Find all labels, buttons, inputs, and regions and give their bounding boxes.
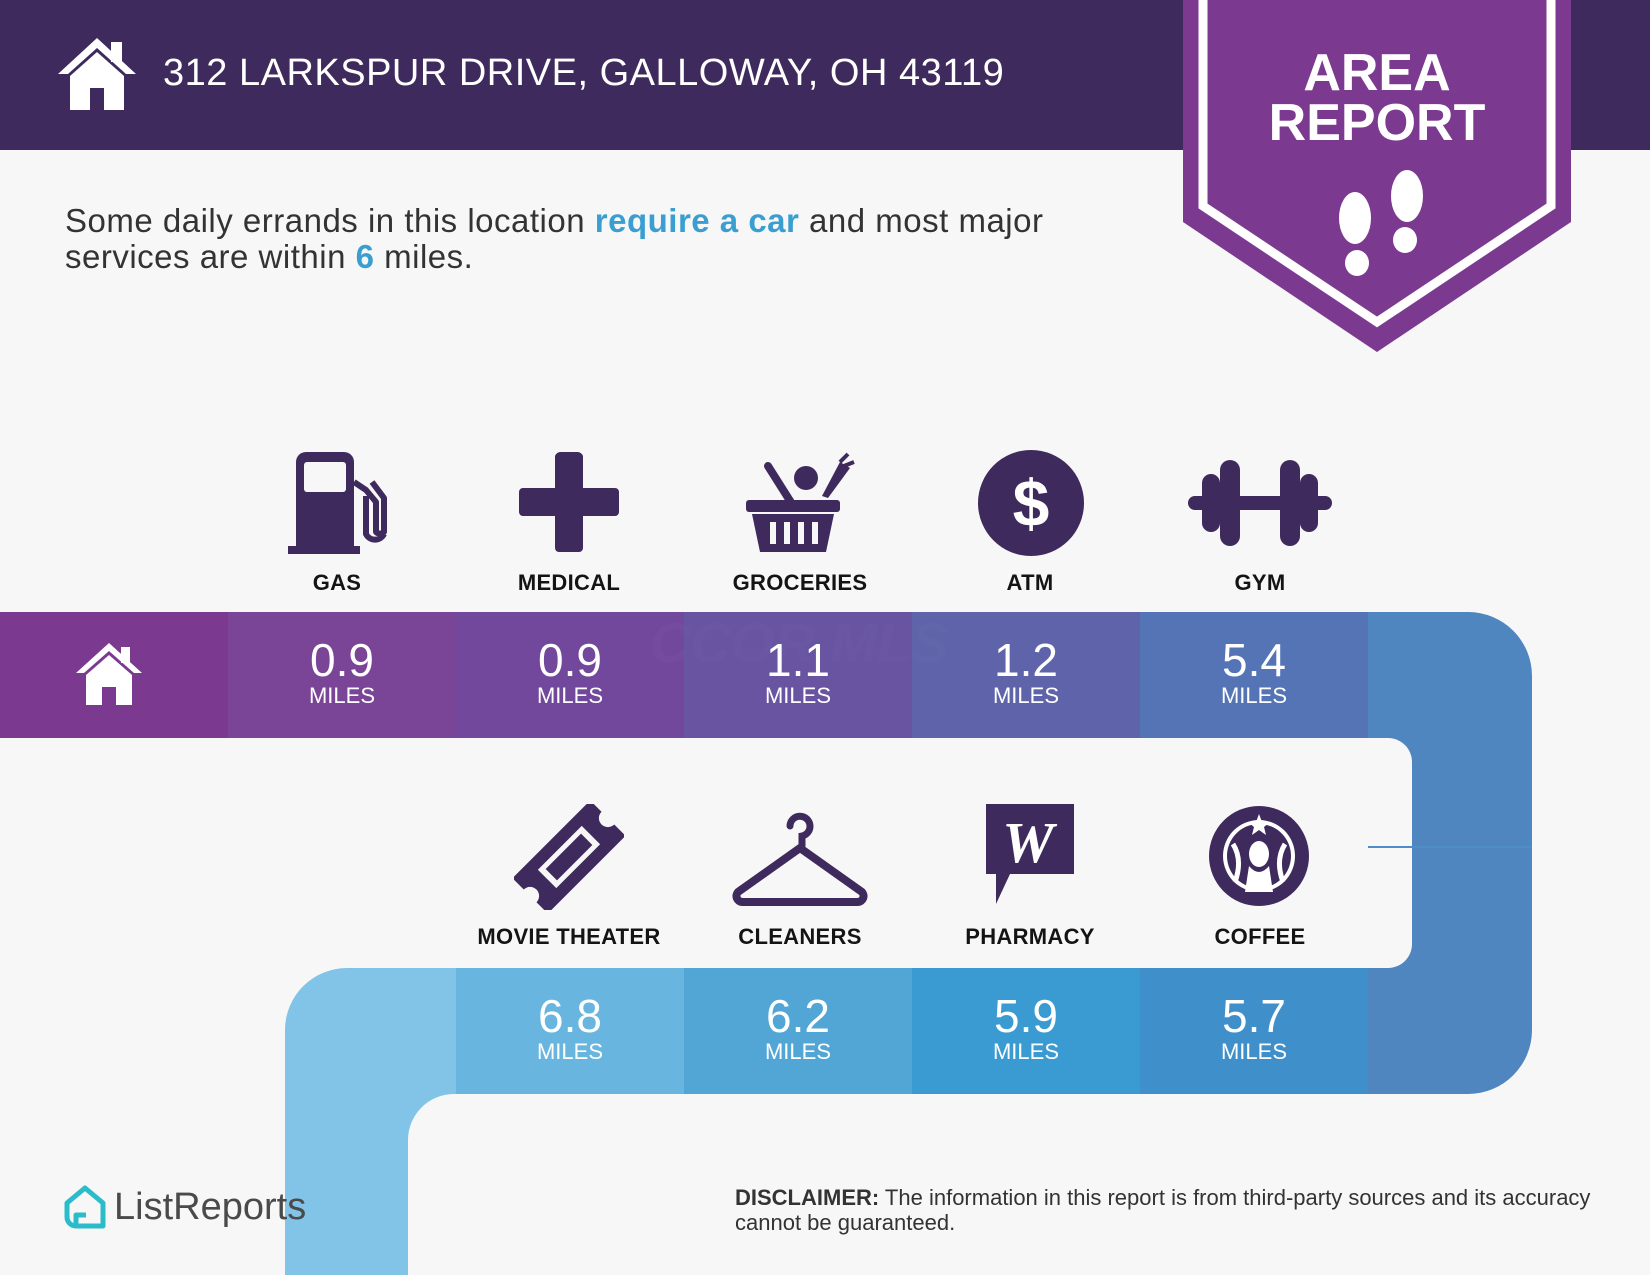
intro-part2: and most major services are within bbox=[65, 202, 1044, 275]
starbucks-icon bbox=[1209, 806, 1309, 906]
brand-name: ListReports bbox=[114, 1186, 307, 1228]
distance-gas: 0.9 MILES bbox=[228, 636, 456, 708]
label-coffee: COFFEE bbox=[1214, 924, 1306, 949]
gas-pump-icon bbox=[288, 452, 387, 554]
dollar-icon: $ bbox=[978, 450, 1084, 556]
footprints-icon bbox=[1339, 170, 1423, 276]
area-report-badge bbox=[1183, 0, 1571, 352]
intro-part1: Some daily errands in this location bbox=[65, 202, 595, 239]
distance-value: 5.7 bbox=[1222, 990, 1286, 1042]
route-path bbox=[0, 612, 1532, 1275]
disclaimer-label: DISCLAIMER: bbox=[735, 1185, 880, 1210]
hanger-icon bbox=[732, 812, 868, 906]
distance-value: 5.9 bbox=[994, 990, 1058, 1042]
distance-unit: MILES bbox=[764, 683, 832, 708]
badge-title-line1: AREA bbox=[1303, 44, 1451, 102]
intro-text: Some daily errands in this location requ… bbox=[65, 203, 1145, 275]
label-atm: ATM bbox=[1006, 570, 1054, 595]
listreports-logo-icon bbox=[64, 1185, 106, 1229]
medical-cross-icon bbox=[519, 452, 619, 552]
label-cleaners: CLEANERS bbox=[738, 924, 862, 949]
intro-highlight-miles: 6 bbox=[355, 238, 375, 275]
dumbbell-icon bbox=[1188, 460, 1332, 546]
distance-gym: 5.4 MILES bbox=[1140, 636, 1368, 708]
distance-atm: 1.2 MILES bbox=[912, 636, 1140, 708]
disclaimer-text: The information in this report is from t… bbox=[735, 1185, 1591, 1235]
label-gas: GAS bbox=[312, 570, 362, 595]
distance-unit: MILES bbox=[1220, 683, 1288, 708]
distance-unit: MILES bbox=[536, 683, 604, 708]
distance-value: 6.8 bbox=[538, 990, 602, 1042]
distance-medical: 0.9 MILES bbox=[456, 636, 684, 708]
grocery-basket-icon bbox=[746, 452, 855, 552]
watermark: CCOR MLS bbox=[650, 611, 949, 674]
disclaimer: DISCLAIMER: The information in this repo… bbox=[735, 1185, 1615, 1235]
distance-cleaners: 6.2 MILES bbox=[684, 992, 912, 1064]
distance-value: 1.2 bbox=[994, 634, 1058, 686]
distance-value: 0.9 bbox=[310, 634, 374, 686]
distance-value: 1.1 bbox=[766, 634, 830, 686]
property-address: 312 LARKSPUR DRIVE, GALLOWAY, OH 43119 bbox=[163, 52, 1005, 94]
walgreens-icon: W bbox=[986, 804, 1074, 904]
badge-title: AREA REPORT bbox=[1183, 44, 1571, 152]
distance-unit: MILES bbox=[992, 683, 1060, 708]
distance-unit: MILES bbox=[992, 1039, 1060, 1064]
distance-coffee: 5.7 MILES bbox=[1140, 992, 1368, 1064]
label-pharmacy: PHARMACY bbox=[965, 924, 1095, 949]
distance-unit: MILES bbox=[308, 683, 376, 708]
distance-pharmacy: 5.9 MILES bbox=[912, 992, 1140, 1064]
distance-value: 0.9 bbox=[538, 634, 602, 686]
distance-value: 6.2 bbox=[766, 990, 830, 1042]
label-groceries: GROCERIES bbox=[732, 570, 868, 595]
distance-movie-theater: 6.8 MILES bbox=[456, 992, 684, 1064]
svg-text:$: $ bbox=[1013, 466, 1050, 540]
home-marker-icon bbox=[76, 643, 142, 705]
distance-groceries: 1.1 MILES bbox=[684, 636, 912, 708]
label-movie-theater: MOVIE THEATER bbox=[477, 924, 661, 949]
ticket-icon bbox=[514, 804, 624, 910]
svg-text:W: W bbox=[1002, 810, 1057, 875]
distance-unit: MILES bbox=[764, 1039, 832, 1064]
intro-highlight-car: require a car bbox=[594, 202, 800, 239]
badge-title-line2: REPORT bbox=[1268, 94, 1486, 152]
intro-part3: miles. bbox=[374, 238, 474, 275]
distance-value: 5.4 bbox=[1222, 634, 1286, 686]
distance-unit: MILES bbox=[536, 1039, 604, 1064]
distance-unit: MILES bbox=[1220, 1039, 1288, 1064]
label-medical: MEDICAL bbox=[517, 570, 621, 595]
label-gym: GYM bbox=[1234, 570, 1286, 595]
house-icon bbox=[58, 38, 136, 110]
